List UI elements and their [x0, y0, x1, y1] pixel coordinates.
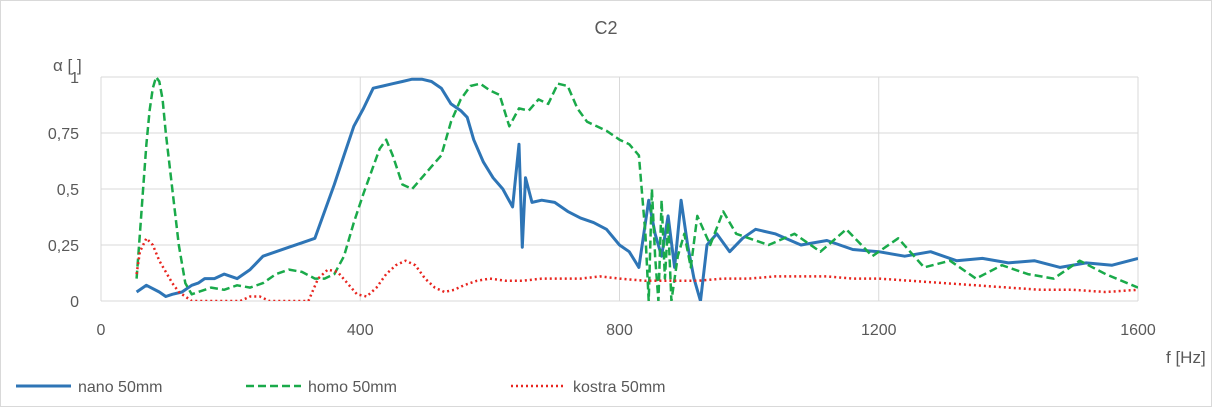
x-tick-label: 800 [606, 322, 633, 339]
y-axis-label: α [ ] [53, 56, 82, 75]
series-layer [135, 75, 1138, 301]
x-tick-label: 1600 [1120, 322, 1156, 339]
y-tick-label: 0,75 [48, 126, 79, 143]
x-tick-label: 400 [347, 322, 374, 339]
x-axis-label: f [Hz] [1166, 348, 1206, 367]
y-tick-label: 0 [70, 294, 79, 311]
legend-label: kostra 50mm [573, 379, 665, 396]
y-tick-label: 0,25 [48, 238, 79, 255]
gridlines [100, 76, 1139, 302]
legend: nano 50mm homo 50mm kostra 50mm [16, 379, 665, 396]
y-tick-label: 0,5 [57, 182, 79, 199]
series-line-kostra-50mm [135, 237, 1138, 301]
x-tick-label: 1200 [861, 322, 897, 339]
y-tick-labels: 0 0,25 0,5 0,75 1 [48, 70, 79, 311]
y-tick-label: 1 [70, 70, 79, 87]
x-tick-label: 0 [97, 322, 106, 339]
legend-label: nano 50mm [78, 379, 163, 396]
series-line-nano-50mm [135, 77, 1138, 301]
series-line-homo-50mm [135, 75, 1138, 301]
x-tick-labels: 0 400 800 1200 1600 [97, 322, 1156, 339]
legend-label: homo 50mm [308, 379, 397, 396]
chart-title: C2 [594, 18, 617, 38]
